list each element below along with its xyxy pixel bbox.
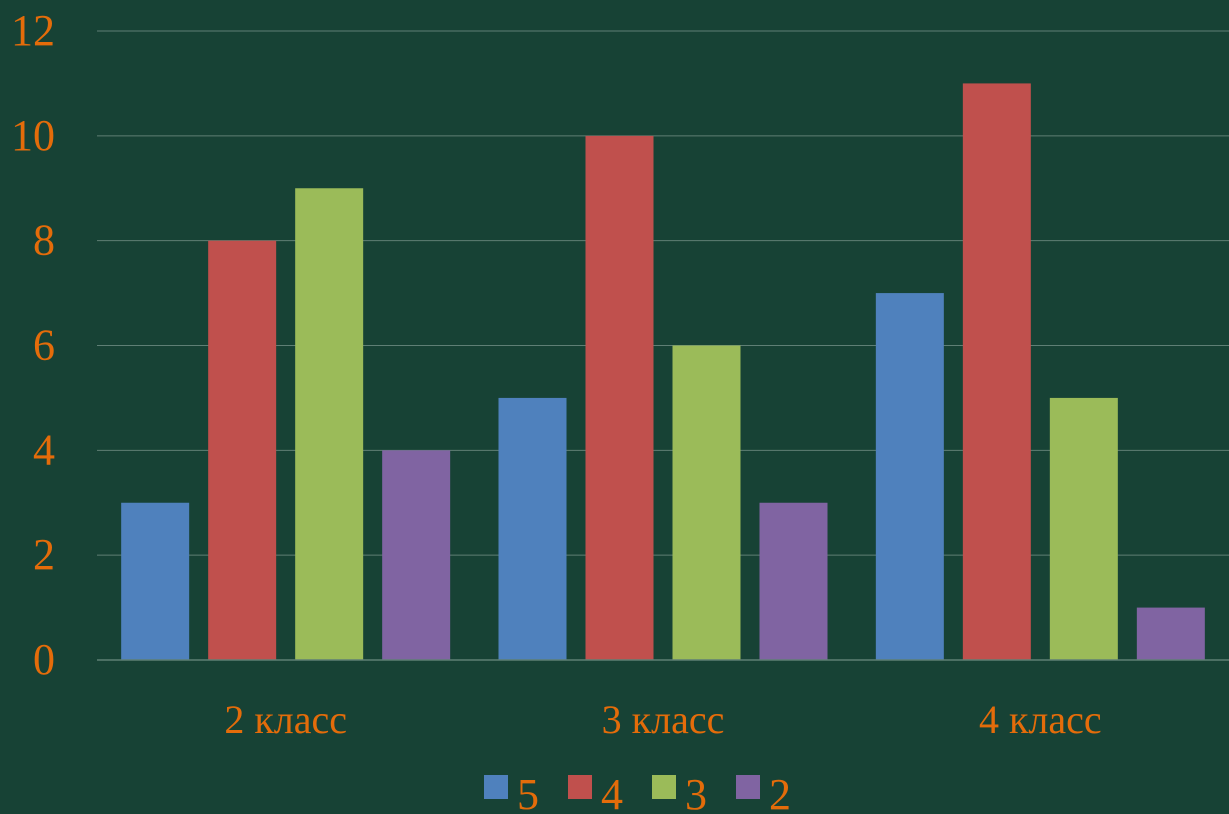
bar-series-4-1 bbox=[585, 135, 654, 661]
bar-series-2-0 bbox=[382, 450, 451, 660]
bar-series-4-2 bbox=[962, 83, 1031, 660]
legend-swatch bbox=[652, 775, 676, 799]
y-tick-label: 4 bbox=[33, 425, 55, 474]
y-tick-label: 12 bbox=[11, 6, 55, 55]
bar-series-2-1 bbox=[759, 502, 828, 660]
bars bbox=[121, 83, 1205, 661]
legend-label: 2 bbox=[769, 770, 791, 814]
y-axis-ticks: 0 2 4 6 8 10 12 bbox=[11, 6, 55, 684]
bar-series-5-2 bbox=[875, 293, 944, 660]
category-label: 3 класс bbox=[602, 697, 725, 742]
bar-series-3-1 bbox=[672, 345, 741, 660]
y-tick-label: 6 bbox=[33, 321, 55, 370]
legend-swatch bbox=[484, 775, 508, 799]
legend-label: 5 bbox=[517, 770, 539, 814]
legend-swatch bbox=[736, 775, 760, 799]
legend: 5 4 3 2 bbox=[484, 770, 791, 814]
bar-series-5-1 bbox=[498, 397, 567, 660]
y-tick-label: 2 bbox=[33, 530, 55, 579]
category-label: 4 класс bbox=[979, 697, 1102, 742]
bar-series-3-0 bbox=[295, 188, 364, 660]
bar-series-5-0 bbox=[121, 502, 190, 660]
bar-series-2-2 bbox=[1136, 607, 1205, 660]
legend-label: 4 bbox=[601, 770, 623, 814]
category-label: 2 класс bbox=[224, 697, 347, 742]
bar-series-4-0 bbox=[208, 240, 277, 660]
category-labels: 2 класс 3 класс 4 класс bbox=[224, 697, 1101, 742]
gridlines bbox=[97, 30, 1229, 556]
y-tick-label: 10 bbox=[11, 111, 55, 160]
y-tick-label: 8 bbox=[33, 216, 55, 265]
y-tick-label: 0 bbox=[33, 635, 55, 684]
legend-label: 3 bbox=[685, 770, 707, 814]
legend-swatch bbox=[568, 775, 592, 799]
bar-series-3-2 bbox=[1049, 397, 1118, 660]
